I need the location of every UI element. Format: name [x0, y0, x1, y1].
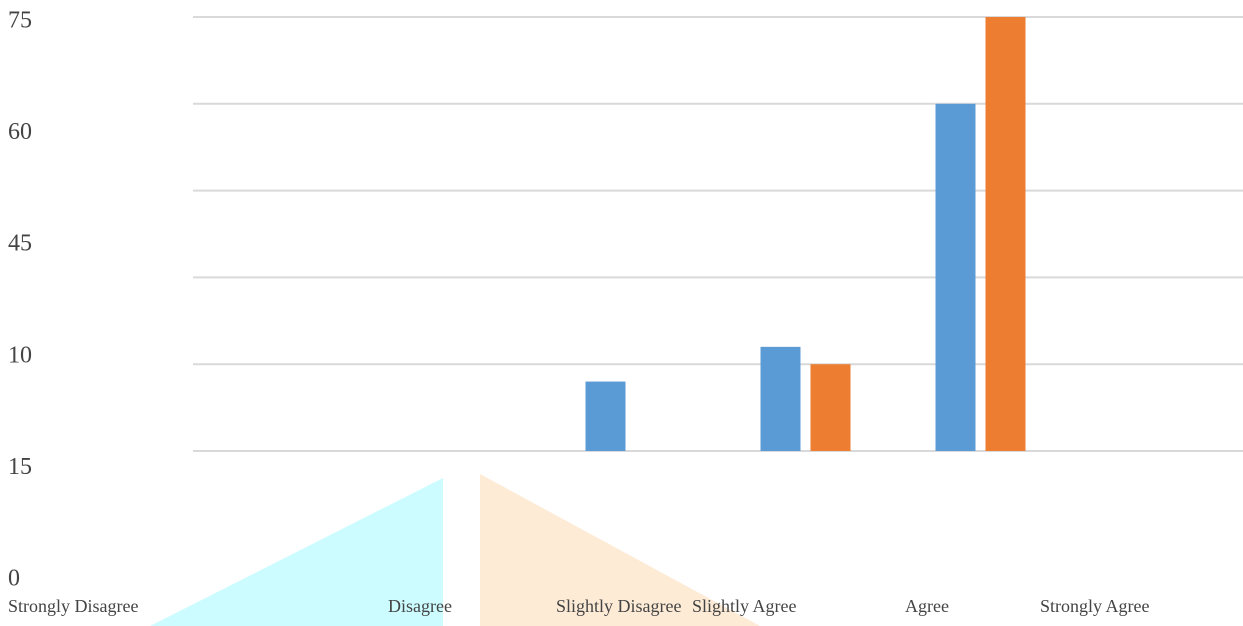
bar [810, 364, 851, 451]
bar [935, 103, 976, 452]
y-tick-label: 75 [8, 8, 32, 34]
x-tick-label: Strongly Disagree [8, 596, 138, 616]
x-tick-label: Strongly Agree [1040, 596, 1150, 616]
x-tick-label: Slightly Agree [692, 596, 797, 616]
watermark-shape [480, 474, 760, 626]
y-tick-label: 45 [8, 231, 32, 257]
y-tick-label: 10 [8, 342, 32, 368]
bar [585, 381, 626, 451]
x-tick-label: Slightly Disagree [556, 596, 681, 616]
y-tick-label: 15 [8, 454, 32, 480]
bar [760, 346, 801, 451]
y-tick-label: 0 [8, 566, 20, 592]
bar [985, 17, 1026, 451]
x-tick-label: Disagree [388, 596, 452, 616]
x-tick-label: Agree [905, 596, 949, 616]
y-tick-label: 60 [8, 119, 32, 145]
watermark-shape [150, 478, 443, 626]
